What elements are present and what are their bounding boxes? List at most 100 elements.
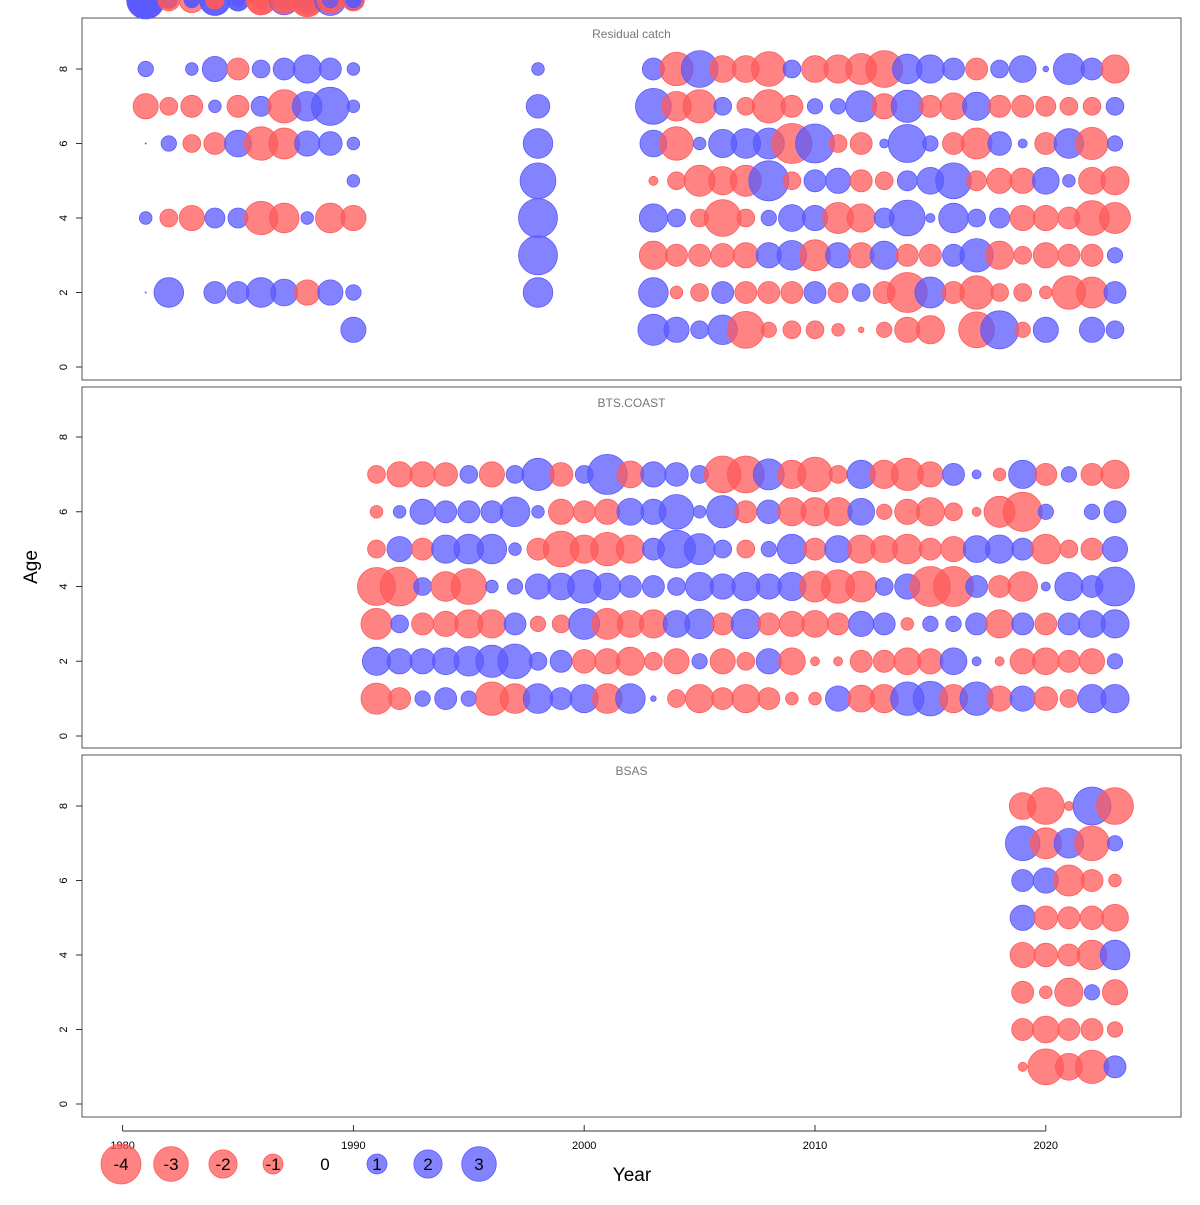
bubble-point xyxy=(691,653,708,670)
bubble-point xyxy=(919,243,942,267)
bubble-point xyxy=(945,615,962,633)
bubble-point xyxy=(990,283,1009,302)
bubble-point xyxy=(667,577,686,596)
bubble-point xyxy=(529,615,547,633)
bubble-point xyxy=(713,97,732,116)
bubble-point xyxy=(827,282,849,303)
bubble-point xyxy=(1082,97,1102,116)
bubble-point xyxy=(531,62,545,76)
bubble-point xyxy=(760,209,777,227)
bubble-point xyxy=(713,539,732,559)
bubble-point xyxy=(876,503,893,520)
bubble-point xyxy=(874,171,894,191)
bubble-point xyxy=(757,281,781,304)
bubble-point xyxy=(369,505,384,519)
bubble-point xyxy=(1034,462,1058,486)
bubble-point xyxy=(201,56,228,83)
bubble-point xyxy=(1102,979,1129,1006)
bubble-point xyxy=(294,130,321,157)
bubble-point xyxy=(159,208,179,228)
bubble-point xyxy=(126,0,165,19)
bubble-point xyxy=(1103,500,1127,524)
bubble-point xyxy=(386,461,413,488)
bubble-point xyxy=(390,614,409,634)
bubble-point xyxy=(688,243,711,267)
y-tick-label: 0 xyxy=(58,364,70,370)
bubble-point xyxy=(272,57,296,81)
bubble-point xyxy=(667,208,686,228)
bubble-point xyxy=(457,500,481,524)
bubble-point xyxy=(1011,612,1035,636)
bubble-point xyxy=(1014,321,1031,338)
legend-bubble xyxy=(208,1149,238,1179)
bubble-point xyxy=(1080,57,1104,81)
bubble-point xyxy=(851,283,871,302)
bubble-point xyxy=(178,204,205,231)
bubble-point xyxy=(434,500,458,524)
bubble-point xyxy=(1039,985,1053,1000)
bubble-point xyxy=(409,461,436,488)
bubble-point xyxy=(132,93,159,120)
bubble-point xyxy=(616,460,645,489)
bubble-point xyxy=(736,539,756,559)
bubble-point xyxy=(858,326,865,333)
bubble-point xyxy=(433,462,458,487)
bubble-point xyxy=(1054,572,1084,602)
bubble-point xyxy=(548,462,574,487)
bubble-point xyxy=(137,60,154,78)
bubble-point xyxy=(340,204,367,231)
bubble-point xyxy=(1033,905,1059,931)
bubble-point xyxy=(1057,943,1081,967)
bubble-point xyxy=(971,506,982,517)
bubble-point xyxy=(360,682,393,715)
bubble-point xyxy=(734,281,758,304)
bubble-point xyxy=(658,494,695,530)
bubble-point xyxy=(1011,94,1035,118)
bubble-point xyxy=(1030,533,1062,565)
bubble-point xyxy=(706,495,740,529)
bubble-point xyxy=(1039,285,1053,300)
bubble-point xyxy=(1106,135,1124,152)
bubble-point xyxy=(522,277,554,308)
bubble-point xyxy=(414,690,431,707)
bubble-point xyxy=(525,573,552,600)
panel-frame xyxy=(81,386,1182,749)
bubble-point xyxy=(300,211,314,225)
bubble-point xyxy=(594,498,621,525)
bubble-point xyxy=(776,533,808,565)
bubble-point xyxy=(731,684,761,714)
bubble-point xyxy=(1042,65,1049,73)
x-tick-label: 2020 xyxy=(1034,1140,1058,1152)
bubble-point xyxy=(551,614,571,634)
bubble-point xyxy=(160,135,177,152)
bubble-point xyxy=(684,608,715,640)
x-tick-label: 2000 xyxy=(572,1140,596,1152)
bubble-point xyxy=(959,275,994,310)
bubble-point xyxy=(1057,243,1081,267)
bubble-point xyxy=(345,0,362,9)
bubble-point xyxy=(803,537,827,561)
bubble-point xyxy=(1032,242,1059,269)
bubble-point xyxy=(663,316,690,343)
bubble-point xyxy=(986,167,1013,194)
legend-bubble xyxy=(413,1149,443,1179)
bubble-point xyxy=(480,500,504,524)
bubble-point xyxy=(985,609,1015,639)
bubble-point xyxy=(915,315,945,345)
y-axis-label: Age xyxy=(21,550,42,584)
bubble-point xyxy=(922,135,939,152)
panel-frame xyxy=(81,754,1182,1118)
bubble-point xyxy=(459,465,479,484)
legend-bubble xyxy=(366,1153,388,1175)
legend-label: 3 xyxy=(474,1155,483,1174)
bubble-point xyxy=(1009,685,1036,712)
bubble-point xyxy=(1054,977,1084,1007)
bubble-point xyxy=(1037,503,1054,520)
bubble-point xyxy=(1080,537,1104,561)
bubble-point xyxy=(683,533,716,565)
bubble-point xyxy=(664,462,689,487)
bubble-point xyxy=(892,533,923,565)
bubble-point xyxy=(760,540,777,558)
x-axis-label: Year xyxy=(613,1165,652,1186)
